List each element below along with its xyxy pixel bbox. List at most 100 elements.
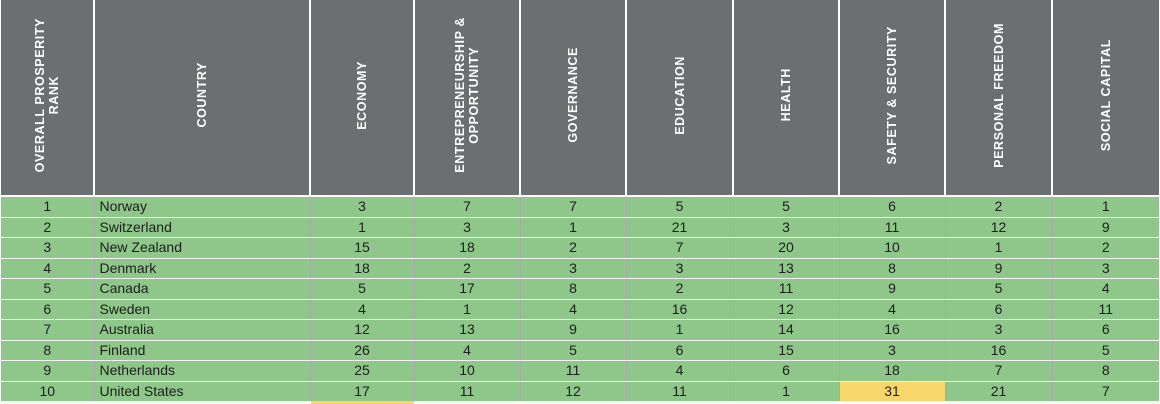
score-cell: 3 (414, 217, 521, 238)
score-cell: 11 (1052, 299, 1159, 320)
score-cell: 14 (733, 319, 840, 341)
score-cell: 13 (414, 319, 521, 341)
column-header-freedom: PERSONAL FREEDOM (945, 0, 1053, 195)
country-cell: Finland (94, 340, 311, 361)
score-cell: 21 (626, 217, 734, 238)
score-cell: 25 (310, 360, 415, 382)
score-cell: 9 (839, 278, 946, 300)
column-header-health: HEALTH (733, 0, 840, 195)
table-row: 9 Netherlands 25 10 11 4 6 18 7 8 (1, 360, 1159, 382)
score-cell: 1 (945, 237, 1053, 259)
score-cell: 6 (733, 360, 840, 382)
table-row: 10 United States 17 11 12 11 1 31 21 7 (1, 381, 1159, 402)
score-cell: 5 (733, 197, 840, 218)
score-cell: 4 (626, 360, 734, 382)
score-cell: 1 (626, 319, 734, 341)
score-cell: 1 (310, 217, 415, 238)
score-cell: 3 (945, 319, 1053, 341)
score-cell: 20 (733, 237, 840, 259)
country-cell: Switzerland (94, 217, 311, 238)
score-cell: 2 (945, 197, 1053, 218)
score-cell: 4 (414, 340, 521, 361)
column-header-rank: OVERALL PROSPERITY RANK (1, 0, 95, 195)
table-row: 4 Denmark 18 2 3 3 13 8 9 3 (1, 258, 1159, 279)
country-cell: Canada (94, 278, 311, 300)
score-cell: 6 (945, 299, 1053, 320)
score-cell: 9 (1052, 217, 1159, 238)
column-header-country: COUNTRY (94, 0, 311, 195)
score-cell: 10 (839, 237, 946, 259)
column-header-label: SOCIAL CAPITAL (1099, 38, 1113, 152)
table-row: 5 Canada 5 17 8 2 11 9 5 4 (1, 278, 1159, 300)
table-row: 8 Finland 26 4 5 6 15 3 16 5 (1, 340, 1159, 361)
score-cell: 12 (520, 381, 627, 402)
score-cell: 3 (839, 340, 946, 361)
score-cell: 2 (520, 237, 627, 259)
country-cell: Netherlands (94, 360, 311, 382)
score-cell: 1 (1052, 197, 1159, 218)
score-cell: 15 (733, 340, 840, 361)
column-header-economy: ECONOMY (310, 0, 415, 195)
rank-cell: 3 (1, 237, 95, 259)
column-header-label: PERSONAL FREEDOM (991, 22, 1006, 168)
score-cell: 7 (414, 197, 521, 218)
rank-cell: 7 (1, 319, 95, 341)
country-cell: Sweden (94, 299, 311, 320)
table-row: 7 Australia 12 13 9 1 14 16 3 6 (1, 319, 1159, 341)
score-cell: 3 (520, 258, 627, 279)
score-cell: 2 (1052, 237, 1159, 259)
rank-cell: 9 (1, 360, 95, 382)
score-cell: 4 (839, 299, 946, 320)
score-cell: 5 (945, 278, 1053, 300)
score-cell: 17 (310, 381, 415, 402)
rank-cell: 10 (1, 381, 95, 402)
table-row: 6 Sweden 4 1 4 16 12 4 6 11 (1, 299, 1159, 320)
score-cell: 18 (414, 237, 521, 259)
header-row: OVERALL PROSPERITY RANK COUNTRY ECONOMY … (1, 0, 1159, 195)
score-cell: 7 (626, 237, 734, 259)
column-header-entrepreneurship: ENTREPRENEURSHIP & OPPORTUNITY (414, 0, 521, 195)
score-cell: 21 (945, 381, 1053, 402)
score-cell: 15 (310, 237, 415, 259)
country-cell: Denmark (94, 258, 311, 279)
score-cell: 8 (520, 278, 627, 300)
score-cell: 6 (1052, 319, 1159, 341)
score-cell: 18 (839, 360, 946, 382)
column-header-governance: GOVERNANCE (520, 0, 627, 195)
score-cell: 5 (520, 340, 627, 361)
score-cell: 16 (945, 340, 1053, 361)
column-header-safety: SAFETY & SECURITY (839, 0, 946, 195)
score-cell: 5 (1052, 340, 1159, 361)
score-cell: 2 (414, 258, 521, 279)
score-cell: 4 (1052, 278, 1159, 300)
score-cell: 5 (310, 278, 415, 300)
highlight-accent (311, 401, 414, 404)
score-cell: 9 (520, 319, 627, 341)
country-cell: United States (94, 381, 311, 402)
column-header-social-capital: SOCIAL CAPITAL (1052, 0, 1159, 195)
score-cell: 2 (626, 278, 734, 300)
column-header-label: ECONOMY (355, 60, 369, 130)
rank-cell: 6 (1, 299, 95, 320)
score-cell: 11 (626, 381, 734, 402)
score-cell: 16 (839, 319, 946, 341)
score-cell: 5 (626, 197, 734, 218)
score-cell: 4 (310, 299, 415, 320)
table-body: 1 Norway 3 7 7 5 5 6 2 1 2 Switzerland 1 3 1 21 3 11 12 9 3 N… (1, 197, 1159, 402)
column-header-label: EDUCATION (672, 55, 687, 135)
rank-cell: 8 (1, 340, 95, 361)
rank-cell: 2 (1, 217, 95, 238)
score-cell: 12 (945, 217, 1053, 238)
score-cell: 17 (414, 278, 521, 300)
score-cell: 11 (733, 278, 840, 300)
score-cell: 3 (310, 197, 415, 218)
country-cell: New Zealand (94, 237, 311, 259)
column-header-education: EDUCATION (626, 0, 734, 195)
score-cell: 3 (626, 258, 734, 279)
column-header-label: ENTREPRENEURSHIP & OPPORTUNITY (453, 17, 481, 173)
column-header-label: OVERALL PROSPERITY RANK (33, 17, 61, 173)
rank-cell: 5 (1, 278, 95, 300)
score-cell: 3 (1052, 258, 1159, 279)
score-cell: 1 (733, 381, 840, 402)
country-cell: Norway (94, 197, 311, 218)
